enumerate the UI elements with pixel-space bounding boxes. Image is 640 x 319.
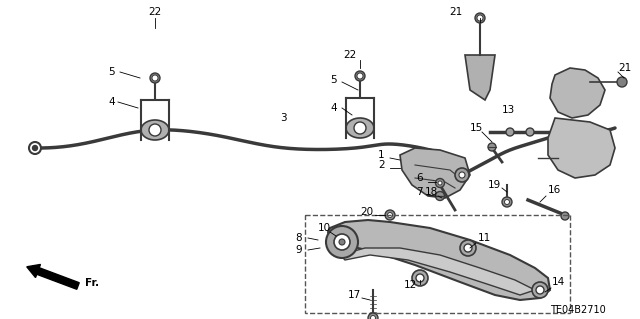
Circle shape (488, 143, 496, 151)
Circle shape (326, 226, 358, 258)
Text: 5: 5 (108, 67, 115, 77)
Text: 17: 17 (348, 290, 361, 300)
Circle shape (464, 244, 472, 252)
Circle shape (416, 274, 424, 282)
Circle shape (617, 77, 627, 87)
Circle shape (435, 191, 445, 201)
Circle shape (150, 73, 160, 83)
Text: 13: 13 (502, 105, 515, 115)
Circle shape (526, 128, 534, 136)
Circle shape (387, 212, 392, 218)
Text: 10: 10 (318, 223, 331, 233)
Text: 5: 5 (330, 75, 337, 85)
Text: TE04B2710: TE04B2710 (550, 305, 606, 315)
Bar (305, 215, 570, 313)
Text: 9: 9 (295, 245, 301, 255)
Circle shape (334, 234, 350, 250)
Polygon shape (400, 148, 470, 198)
Circle shape (459, 172, 465, 178)
Circle shape (477, 15, 483, 21)
Text: 15: 15 (470, 123, 483, 133)
Circle shape (438, 181, 442, 185)
Text: 21: 21 (449, 7, 463, 17)
Circle shape (506, 128, 514, 136)
Polygon shape (340, 248, 535, 295)
Circle shape (502, 197, 512, 207)
Text: 20: 20 (360, 207, 373, 217)
Text: 21: 21 (618, 63, 631, 73)
Text: 19: 19 (488, 180, 501, 190)
Circle shape (368, 313, 378, 319)
Circle shape (33, 145, 38, 151)
Polygon shape (465, 55, 495, 100)
Circle shape (371, 315, 376, 319)
Circle shape (435, 179, 445, 188)
Text: 18: 18 (425, 187, 438, 197)
Text: 4: 4 (330, 103, 337, 113)
Circle shape (149, 124, 161, 136)
Circle shape (385, 210, 395, 220)
Text: 3: 3 (280, 113, 287, 123)
Circle shape (561, 212, 569, 220)
Circle shape (475, 13, 485, 23)
Circle shape (504, 199, 509, 204)
Circle shape (354, 122, 366, 134)
Text: 11: 11 (478, 233, 492, 243)
Text: 22: 22 (344, 50, 356, 60)
Text: 16: 16 (548, 185, 561, 195)
Text: 22: 22 (148, 7, 162, 17)
Circle shape (357, 73, 363, 79)
Text: 6: 6 (416, 173, 422, 183)
Text: 2: 2 (378, 160, 385, 170)
Text: 12: 12 (403, 280, 417, 290)
Polygon shape (550, 68, 605, 118)
Circle shape (152, 75, 158, 81)
Circle shape (355, 71, 365, 81)
Polygon shape (548, 118, 615, 178)
Circle shape (536, 286, 544, 294)
Text: 7: 7 (416, 187, 422, 197)
FancyArrow shape (27, 264, 79, 289)
Ellipse shape (141, 120, 169, 140)
Polygon shape (328, 220, 550, 300)
Circle shape (455, 168, 469, 182)
Circle shape (460, 240, 476, 256)
Circle shape (412, 270, 428, 286)
Ellipse shape (346, 118, 374, 138)
Text: Fr.: Fr. (85, 278, 99, 288)
Circle shape (339, 239, 345, 245)
Text: 1: 1 (378, 150, 385, 160)
Text: 4: 4 (108, 97, 115, 107)
Text: 14: 14 (552, 277, 565, 287)
Text: 8: 8 (295, 233, 301, 243)
Circle shape (532, 282, 548, 298)
Circle shape (29, 142, 41, 154)
